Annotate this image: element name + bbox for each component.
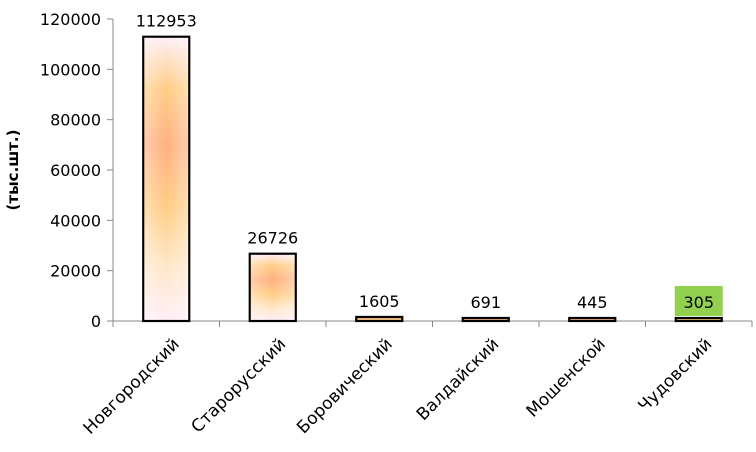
- bar-5: [568, 316, 617, 323]
- y-tick-label: 40000: [50, 211, 101, 230]
- y-axis-title: (тыс.шт.): [4, 130, 22, 211]
- bar-3: [355, 315, 404, 323]
- y-tick-label: 60000: [50, 161, 101, 180]
- bar-4: [461, 316, 510, 323]
- category-label: Старорусский: [188, 334, 291, 437]
- data-label: 112953: [136, 12, 197, 31]
- data-label: 26726: [247, 229, 298, 248]
- y-tick-label: 20000: [50, 262, 101, 281]
- y-tick-label: 100000: [40, 60, 101, 79]
- category-label: Новгородский: [80, 334, 184, 438]
- category-label: Мошенской: [523, 334, 610, 421]
- category-label: Боровический: [293, 334, 397, 438]
- bar-6: [674, 316, 723, 323]
- data-label: 691: [470, 293, 501, 312]
- bar-sheen: [250, 254, 295, 320]
- data-label: 1605: [359, 292, 400, 311]
- category-label: Чудовский: [635, 334, 717, 416]
- category-label: Валдайский: [413, 334, 503, 424]
- axes: 0 20000 40000 60000 80000 100000 120000 (тыс.шт…: [4, 10, 753, 331]
- y-tick-label: 0: [91, 312, 101, 331]
- y-tick-label: 120000: [40, 10, 101, 29]
- data-label-highlight: [674, 286, 723, 316]
- data-label: 305: [683, 293, 714, 312]
- y-tick-label: 80000: [50, 111, 101, 130]
- bar-sheen: [144, 37, 189, 320]
- data-label: 445: [577, 293, 608, 312]
- bars: [142, 35, 723, 323]
